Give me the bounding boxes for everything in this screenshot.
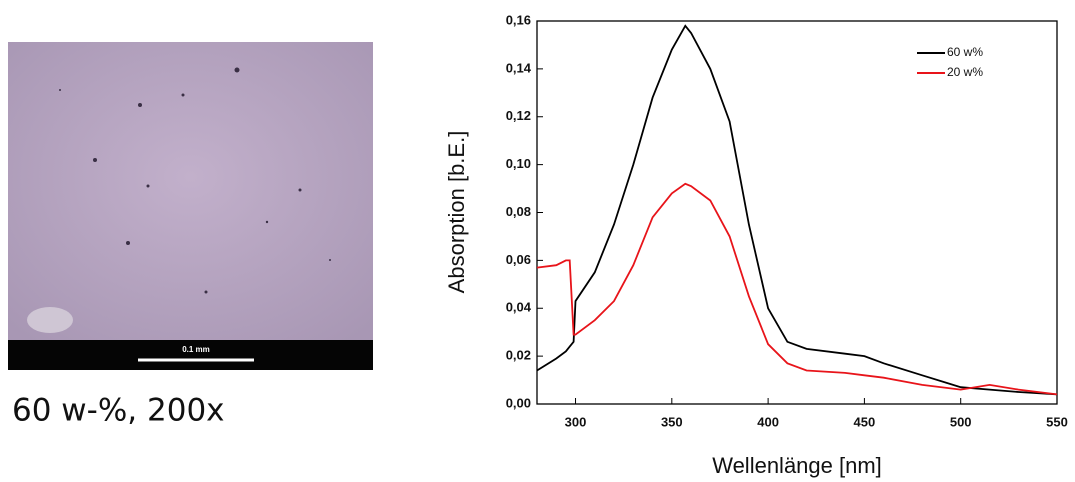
scale-label: 0.1 mm [182, 345, 210, 354]
particles [59, 67, 331, 294]
legend-label: 20 w% [947, 65, 983, 79]
y-tick-label: 0,14 [506, 60, 532, 75]
x-tick-label: 350 [661, 414, 683, 429]
micrograph: 0.1 mm 60 w-%, 200x [8, 42, 373, 429]
scale-bar-strip [8, 340, 373, 370]
micrograph-image [8, 42, 373, 342]
y-axis-title: Absorption [b.E.] [444, 131, 469, 294]
x-axis-title: Wellenlänge [nm] [712, 453, 882, 478]
y-tick-label: 0,08 [506, 204, 531, 219]
series-line [536, 182, 1058, 396]
artifact [27, 307, 73, 333]
y-tick-label: 0,06 [506, 252, 531, 267]
x-tick-label: 400 [757, 414, 779, 429]
x-tick-label: 300 [565, 414, 587, 429]
y-tick-label: 0,10 [506, 156, 531, 171]
caption: 60 w-%, 200x [12, 393, 225, 429]
y-tick-label: 0,02 [506, 348, 531, 363]
y-tick-label: 0,00 [506, 395, 531, 410]
x-tick-label: 550 [1046, 414, 1068, 429]
y-tick-label: 0,16 [506, 12, 531, 27]
legend-label: 60 w% [947, 45, 983, 59]
x-tick-label: 450 [854, 414, 876, 429]
x-tick-label: 500 [950, 414, 972, 429]
series-line [536, 24, 1058, 396]
y-tick-label: 0,04 [506, 300, 532, 315]
y-tick-label: 0,12 [506, 108, 531, 123]
chart: Wellenlänge [nm] Absorption [b.E.] 0,00 0… [444, 12, 1068, 477]
